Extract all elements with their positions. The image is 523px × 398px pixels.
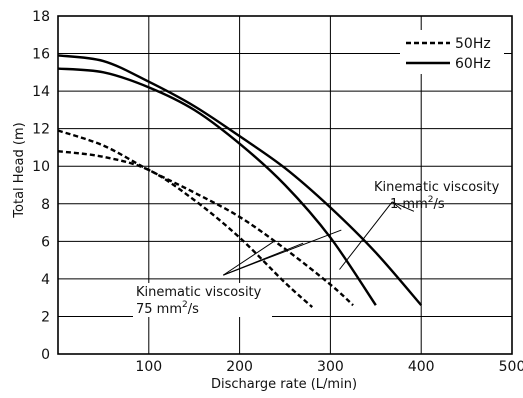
y-axis-label: Total Head (m) [12,122,27,218]
annotation-1-unit: /s [433,197,444,212]
legend-label-50hz: 50Hz [455,36,491,52]
annotation-2-sup: 2 [182,300,188,310]
plot-frame [57,15,513,355]
leader-1-3 [391,201,415,212]
y-tick-12: 12 [32,122,50,138]
x-tick-200: 200 [226,359,253,375]
y-tick-10: 10 [32,159,50,175]
leader-1-1 [339,201,393,270]
legend-label-60hz: 60Hz [455,56,491,72]
legend: 50Hz 60Hz [400,30,504,74]
x-tick-400: 400 [408,359,435,375]
x-tick-500: 500 [499,359,523,375]
leader-2-1 [222,240,275,276]
curves [57,54,423,308]
annotation-2-unit: /s [188,302,199,317]
curve-60hz-4 [57,54,423,306]
annotation-1-line1: Kinematic viscosity [374,180,500,195]
annotation-viscosity-1: Kinematic viscosity 1 mm2/s [374,180,500,212]
curve-50hz-2 [57,129,354,307]
annotation-1-sup: 2 [428,195,434,205]
leader-1-2 [391,201,402,210]
y-tick-16: 16 [32,47,50,63]
x-tick-300: 300 [317,359,344,375]
y-tick-14: 14 [32,84,50,100]
annotation-2-line1: Kinematic viscosity [136,285,262,300]
y-tick-8: 8 [41,197,50,213]
annotation-2-bg [133,283,272,317]
x-axis-label: Discharge rate (L/min) [211,377,357,392]
y-tick-18: 18 [32,9,50,25]
y-tick-2: 2 [41,309,50,325]
curve-50hz-1 [57,150,314,308]
x-tick-100: 100 [135,359,162,375]
annotation-1-line2: 1 mm2/s [390,195,445,212]
tick-labels: 0 2 4 6 8 10 12 14 16 18 100 200 300 400 500 [32,9,523,375]
annotation-leaders [222,201,415,276]
y-tick-6: 6 [41,234,50,250]
legend-box [400,30,504,74]
y-tick-4: 4 [41,272,50,288]
curve-60hz-3 [57,67,377,306]
y-tick-0: 0 [41,347,50,363]
annotation-2-line2: 75 mm2/s [136,300,199,317]
annotation-viscosity-2: Kinematic viscosity 75 mm2/s [133,283,272,317]
annotation-1-value: 1 mm [390,197,428,212]
leader-2-3 [223,229,342,276]
annotation-2-value: 75 mm [136,302,182,317]
grid-lines [58,16,512,354]
